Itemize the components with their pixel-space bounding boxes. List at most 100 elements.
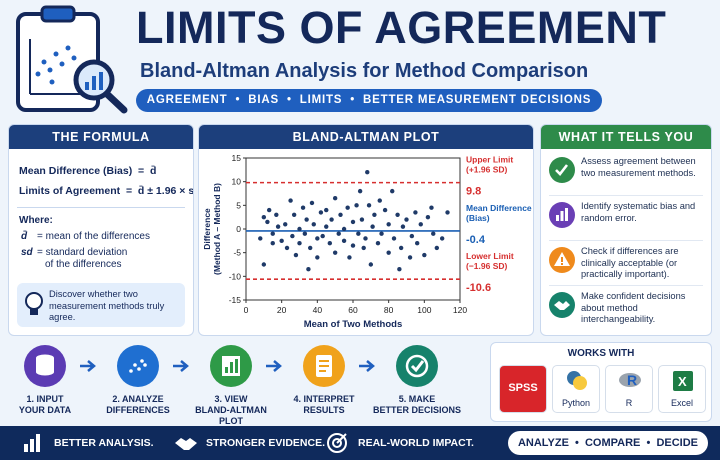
- data-point: [332, 196, 338, 201]
- y-axis-label: Difference: [202, 208, 212, 250]
- icon-path: [410, 360, 425, 373]
- icon-rect: [235, 359, 238, 373]
- insight-icon: [549, 202, 575, 228]
- reference-value: -0.4: [466, 234, 486, 246]
- data-point: [366, 203, 372, 208]
- data-point: [345, 205, 350, 210]
- data-point: [291, 212, 297, 217]
- data-point: [308, 245, 313, 251]
- x-tick-label: 40: [313, 305, 323, 315]
- icon-rect: [36, 358, 54, 372]
- icon-rect: [40, 5, 76, 23]
- bulb-icon: [25, 292, 43, 315]
- data-point: [407, 255, 413, 260]
- icon-circle: [143, 363, 147, 367]
- step-arrow: [173, 360, 189, 372]
- icon-rect: [319, 360, 329, 362]
- x-tick-label: 100: [417, 305, 431, 315]
- data-point: [315, 236, 320, 241]
- divider: [549, 195, 703, 196]
- tool-logo: R: [619, 372, 641, 388]
- icon-rect: [85, 82, 89, 90]
- icon-path: [554, 301, 570, 310]
- insight-icon: [549, 292, 575, 318]
- reference-label: Lower Limit: [466, 251, 514, 261]
- icon-rect: [560, 211, 564, 221]
- insights-panel: WHAT IT TELLS YOU Assess agreement betwe…: [540, 124, 712, 336]
- icon-circle: [65, 45, 71, 51]
- icon-rect: [230, 362, 233, 373]
- tool-tile: Python: [552, 365, 600, 413]
- icon-ellipse: [619, 373, 641, 387]
- icon-path: [80, 360, 96, 372]
- y-tick-label: 0: [236, 224, 241, 234]
- divider: [17, 207, 185, 208]
- icon-text: R: [627, 372, 637, 388]
- footer-icon: [24, 434, 40, 452]
- data-point: [445, 210, 450, 215]
- steps: 1. INPUT YOUR DATA 2. ANALYZE DIFFERENCES 3.…: [0, 340, 484, 426]
- icon-rect: [565, 208, 568, 221]
- data-point: [368, 262, 374, 267]
- tool-logo: [567, 371, 587, 390]
- tip-box: Discover whether two measurement methods…: [17, 283, 185, 327]
- icon-circle: [49, 79, 55, 85]
- data-point: [372, 212, 377, 217]
- formula-panel: THE FORMULA Mean Difference (Bias) = d̄ …: [8, 124, 194, 336]
- data-point: [354, 203, 359, 208]
- definition: = standard deviation: [37, 247, 128, 258]
- data-point: [382, 207, 388, 213]
- data-point: [425, 214, 431, 220]
- data-point: [439, 236, 445, 241]
- formula-line: Mean Difference (Bias) = d̄: [19, 165, 157, 177]
- icon-g: [35, 45, 77, 85]
- data-point: [270, 231, 275, 236]
- data-point: [332, 250, 338, 255]
- insight-text: Make confident decisions about method in…: [581, 291, 686, 324]
- data-point: [397, 267, 402, 272]
- icon-rect: [92, 76, 96, 90]
- data-point: [415, 241, 420, 246]
- formula-line: Limits of Agreement = d̄ ± 1.96 × sd: [19, 185, 194, 197]
- icon-rect: [225, 367, 228, 373]
- icon-circle: [327, 433, 347, 453]
- data-point: [413, 210, 418, 215]
- reference-label: Upper Limit: [466, 155, 513, 165]
- step-arrow: [359, 360, 375, 372]
- tool-name: Excel: [670, 398, 693, 408]
- data-point: [329, 217, 334, 222]
- icon-rect: [561, 263, 563, 265]
- y-tick-label: -5: [233, 248, 241, 258]
- data-point: [309, 200, 315, 206]
- reference-value: -10.6: [466, 282, 491, 294]
- data-point: [375, 241, 381, 246]
- icon-rect: [319, 370, 326, 372]
- tool-name: R: [625, 398, 633, 408]
- data-point: [379, 231, 384, 236]
- icon-circle: [332, 438, 342, 448]
- icon-ellipse: [36, 368, 54, 376]
- step-label: 5. MAKE: [398, 394, 436, 404]
- cta[interactable]: ANALYZE • COMPARE • DECIDE: [508, 431, 708, 455]
- icon-circle: [133, 363, 137, 367]
- icon-line: [103, 90, 128, 114]
- data-point: [361, 245, 366, 251]
- x-axis-label: Mean of Two Methods: [304, 319, 403, 330]
- data-point: [265, 219, 270, 225]
- icon-circle: [117, 345, 159, 387]
- y-tick-label: -15: [229, 295, 242, 305]
- data-point: [261, 262, 267, 267]
- data-point: [274, 212, 279, 217]
- y-tick-label: 15: [232, 153, 242, 163]
- step-label: 2. ANALYZE: [112, 394, 164, 404]
- chart-title: BLAND-ALTMAN PLOT: [199, 125, 533, 149]
- icon-rect: [561, 257, 563, 262]
- step-label: 1. INPUT: [26, 394, 64, 404]
- icon-circle: [129, 369, 133, 373]
- footer-item: BETTER ANALYSIS.: [54, 437, 154, 449]
- tool-tile: SPSS: [499, 365, 547, 413]
- data-point: [283, 222, 288, 227]
- data-point: [290, 233, 295, 239]
- data-point: [404, 217, 409, 222]
